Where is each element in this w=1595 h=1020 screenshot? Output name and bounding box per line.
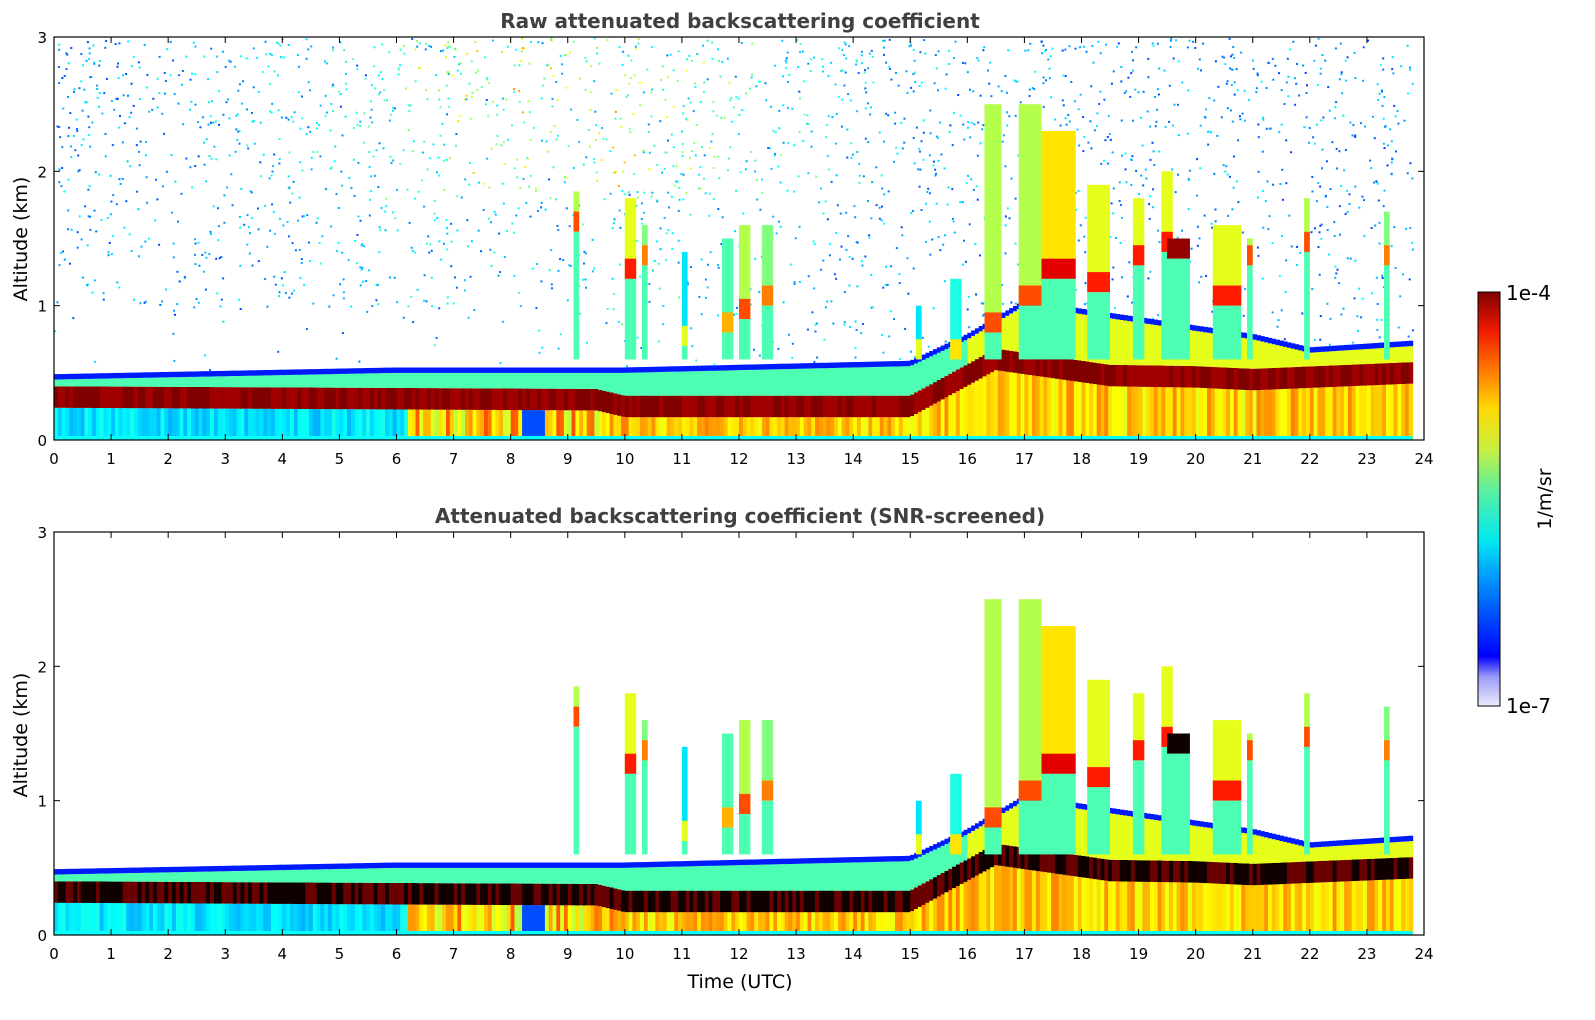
- x-tick-label: 5: [335, 945, 345, 963]
- y-tick-label: 1: [37, 793, 47, 811]
- x-tick-label: 11: [672, 945, 691, 963]
- x-tick-label: 23: [1357, 450, 1376, 468]
- x-tick-label: 2: [163, 945, 173, 963]
- x-tick-label: 23: [1357, 945, 1376, 963]
- x-axis-label: Time (UTC): [686, 971, 792, 993]
- colorbar-max-label: 1e-4: [1506, 281, 1551, 305]
- y-tick-label: 1: [37, 298, 47, 316]
- backscatter-heatmap: [54, 37, 1424, 440]
- x-tick-label: 9: [563, 945, 573, 963]
- x-tick-label: 14: [844, 945, 863, 963]
- axis-ticks: 0 1 2 3 4 5 6 7 8 9 10 11 12 13 14 15 16 17 18 19 20 21 22 23 24…: [37, 29, 1433, 468]
- y-tick-label: 2: [37, 163, 47, 181]
- x-tick-label: 5: [335, 450, 345, 468]
- x-tick-label: 6: [392, 450, 402, 468]
- y-tick-label: 2: [37, 658, 47, 676]
- x-tick-label: 0: [49, 450, 59, 468]
- y-tick-label: 3: [37, 524, 47, 542]
- y-tick-label: 0: [37, 432, 47, 450]
- x-tick-label: 18: [1072, 450, 1091, 468]
- backscatter-heatmap: [54, 532, 1424, 935]
- axis-ticks: 0 1 2 3 4 5 6 7 8 9 10 11 12 13 14 15 16 17 18 19 20 21 22 23 24…: [37, 524, 1433, 963]
- x-tick-label: 4: [278, 450, 288, 468]
- plot-area: [54, 532, 1424, 935]
- x-tick-label: 7: [449, 450, 459, 468]
- x-tick-label: 1: [106, 945, 116, 963]
- x-tick-label: 16: [958, 450, 977, 468]
- x-tick-label: 1: [106, 450, 116, 468]
- plot-area: [54, 37, 1424, 440]
- x-tick-label: 12: [729, 450, 748, 468]
- x-tick-label: 18: [1072, 945, 1091, 963]
- panel-title: Raw attenuated backscattering coefficien…: [500, 9, 980, 33]
- x-tick-label: 8: [506, 450, 516, 468]
- y-tick-label: 3: [37, 29, 47, 47]
- x-tick-label: 2: [163, 450, 173, 468]
- x-tick-label: 9: [563, 450, 573, 468]
- panel-screened: Attenuated backscattering coefficient (S…: [10, 504, 1434, 993]
- x-tick-label: 13: [787, 945, 806, 963]
- y-tick-label: 0: [37, 927, 47, 945]
- colorbar-gradient: [1477, 291, 1501, 707]
- x-tick-label: 17: [1015, 450, 1034, 468]
- x-tick-label: 4: [278, 945, 288, 963]
- x-tick-label: 14: [844, 450, 863, 468]
- x-tick-label: 19: [1129, 945, 1148, 963]
- y-axis-label: Altitude (km): [10, 177, 32, 302]
- colorbar-label: 1/m/sr: [1534, 468, 1556, 529]
- x-tick-label: 12: [729, 945, 748, 963]
- x-tick-label: 8: [506, 945, 516, 963]
- x-tick-label: 17: [1015, 945, 1034, 963]
- x-tick-label: 20: [1186, 945, 1205, 963]
- x-tick-label: 10: [615, 450, 634, 468]
- x-tick-label: 20: [1186, 450, 1205, 468]
- x-tick-label: 0: [49, 945, 59, 963]
- x-tick-label: 24: [1414, 450, 1433, 468]
- x-tick-label: 22: [1300, 450, 1319, 468]
- x-tick-label: 3: [220, 945, 230, 963]
- x-tick-label: 22: [1300, 945, 1319, 963]
- x-tick-label: 6: [392, 945, 402, 963]
- y-axis-label: Altitude (km): [10, 673, 32, 798]
- colorbar: 1e-4 1e-7 1/m/sr: [1477, 281, 1556, 718]
- panel-title: Attenuated backscattering coefficient (S…: [435, 504, 1045, 528]
- x-tick-label: 10: [615, 945, 634, 963]
- x-tick-label: 21: [1243, 450, 1262, 468]
- x-tick-label: 11: [672, 450, 691, 468]
- colorbar-min-label: 1e-7: [1506, 694, 1551, 718]
- panel-raw: Raw attenuated backscattering coefficien…: [10, 9, 1434, 468]
- x-tick-label: 15: [901, 450, 920, 468]
- x-tick-label: 21: [1243, 945, 1262, 963]
- x-tick-label: 7: [449, 945, 459, 963]
- x-tick-label: 16: [958, 945, 977, 963]
- x-tick-label: 15: [901, 945, 920, 963]
- x-tick-label: 13: [787, 450, 806, 468]
- x-tick-label: 24: [1414, 945, 1433, 963]
- x-tick-label: 3: [220, 450, 230, 468]
- x-tick-label: 19: [1129, 450, 1148, 468]
